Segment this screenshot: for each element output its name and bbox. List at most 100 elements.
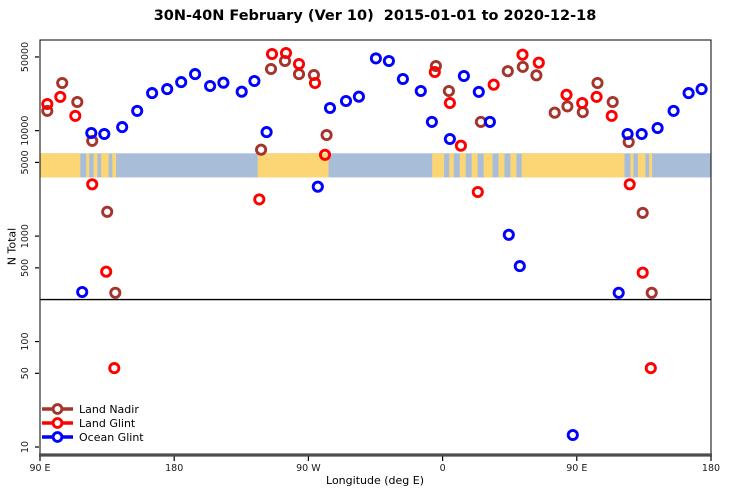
y-tick-label: 10 [20,441,31,453]
data-point [292,68,306,81]
x-tick-label: 90 E [29,463,50,474]
data-point [54,90,67,103]
map-band-land-segment [510,153,517,178]
data-point [576,96,589,110]
map-band-land-segment [432,153,445,178]
data-point [487,78,500,91]
legend-item-label: Ocean Glint [79,431,144,444]
data-point [69,109,82,122]
data-point [502,228,515,241]
data-point [605,109,618,122]
data-point [320,128,333,142]
data-point [651,121,664,135]
series-land-nadir [41,54,658,299]
data-point [695,83,708,96]
data-point [260,126,273,139]
data-point [414,84,427,98]
plot-border [39,39,712,456]
y-tick-label: 1000 [20,224,31,248]
data-point [501,65,514,78]
data-point [318,148,332,161]
map-band-land-segment [101,153,109,178]
data-point [146,87,159,100]
data-point [457,69,470,83]
data-point [471,185,484,199]
data-point [131,104,144,117]
data-point [443,132,456,146]
data-point [98,127,111,141]
legend-marker [51,403,64,415]
map-band-land-segment [649,153,653,178]
data-point [41,97,54,111]
data-point [323,101,337,115]
map-band-land-segment [459,153,466,178]
data-point [71,95,84,109]
map-band-land-segment [86,153,90,178]
map-band-land-segment [471,153,478,178]
legend-item-label: Land Nadir [79,403,139,416]
data-point [560,88,573,101]
data-point [667,104,680,117]
map-band-land-segment [521,153,625,178]
axis-ticks: 90 E 180 90 W 0 90 E 180 10 50 100 500 1000 5000 100… [20,42,720,474]
data-point [635,127,648,141]
data-point [101,205,114,218]
y-tick-label: 100 [20,332,31,350]
data-point [532,56,545,69]
map-band-land-segment [93,153,98,178]
data-point [425,115,438,128]
data-point [623,178,636,191]
data-point [429,59,442,73]
data-point [253,193,266,206]
data-point [369,52,382,65]
data-point [175,76,188,89]
data-point [566,428,579,442]
data-point [454,139,467,152]
data-point [645,286,658,299]
x-tick-label: 180 [165,463,183,474]
x-tick-label: 90 W [296,463,321,474]
series-ocean-glint [76,52,708,442]
data-point [396,72,409,86]
data-point [548,106,561,119]
map-band-land-segment [112,153,117,178]
y-tick-label: 5000 [20,150,31,174]
data-point [255,143,268,156]
data-point [612,286,625,299]
data-point [516,48,529,61]
map-band-land-segment [40,153,81,178]
y-tick-label: 10000 [20,116,31,146]
data-point [308,76,322,90]
data-point [382,54,395,68]
data-point [590,90,603,103]
data-point [56,76,69,90]
data-point [264,62,278,76]
data-point [76,285,89,299]
data-point [116,121,129,134]
chart-title: 30N-40N February (Ver 10) 2015-01-01 to … [153,8,597,24]
legend-marker [51,431,64,443]
data-point [442,84,455,98]
data-point [561,100,574,113]
data-point [85,126,98,140]
data-point [516,60,529,73]
y-tick-label: 50 [20,367,31,379]
data-point [443,96,456,110]
y-tick-label: 500 [20,259,31,277]
data-point [339,94,353,108]
data-point [644,362,657,375]
data-point [428,65,441,79]
data-point [189,68,202,81]
data-point [513,260,526,273]
map-band [40,153,711,178]
data-point [279,46,293,60]
data-point [265,47,279,61]
map-band-land-segment [449,153,454,178]
x-tick-label: 90 E [566,463,587,474]
data-point [204,79,217,93]
data-point [108,362,121,375]
data-point [621,127,634,141]
